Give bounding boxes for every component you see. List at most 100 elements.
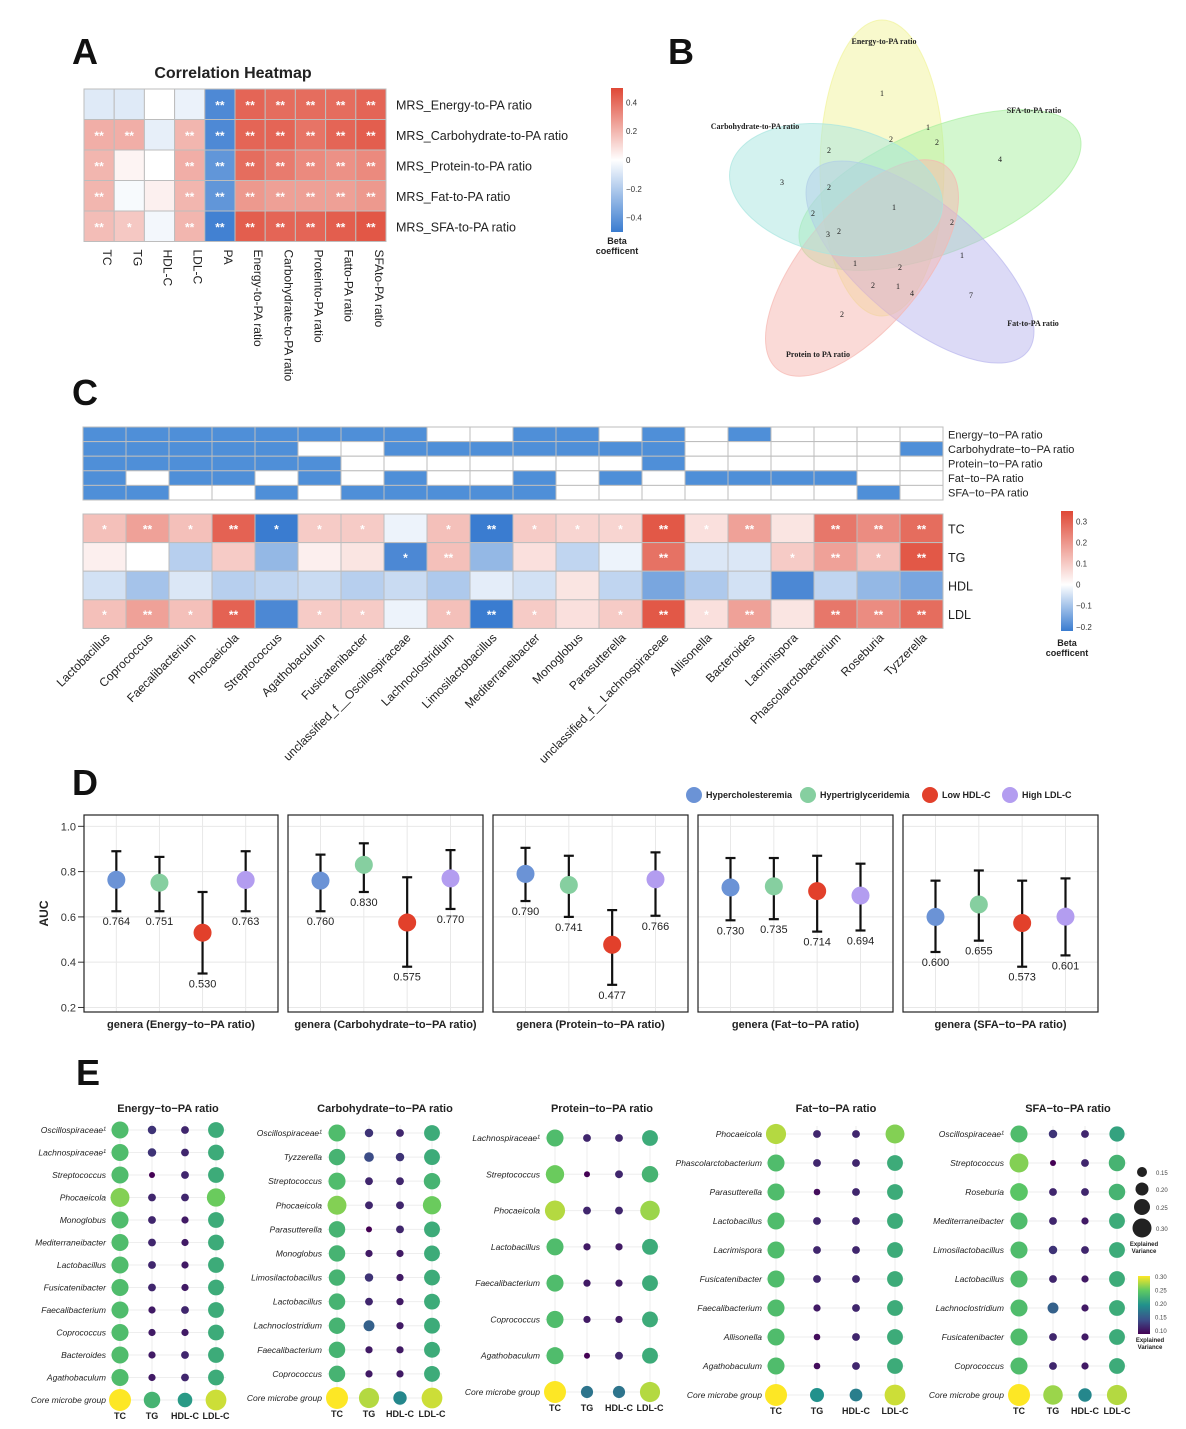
significance-mark: **: [336, 129, 346, 143]
membership-cell: [254, 470, 299, 486]
beta-cell: [899, 599, 944, 629]
venn-set-ellipse: [729, 122, 943, 258]
membership-cell: [82, 470, 127, 486]
beta-cell: [899, 570, 944, 601]
x-category-label: TC: [770, 1406, 782, 1416]
significance-mark: **: [745, 608, 755, 622]
heatmap-cell: [325, 149, 357, 181]
bubble: [328, 1172, 346, 1190]
auc-value-label: 0.694: [847, 935, 875, 947]
membership-cell: [125, 441, 170, 457]
membership-cell: [383, 484, 428, 501]
column-label: Fatto-PA ratio: [342, 250, 356, 323]
bubble: [1109, 1126, 1125, 1142]
beta-cell: [512, 542, 557, 572]
taxon-label: Core microbe group: [31, 1395, 106, 1405]
bubble: [326, 1387, 348, 1409]
membership-cell: [297, 441, 342, 457]
column-label: SFAto-PA ratio: [372, 250, 386, 328]
membership-cell: [383, 441, 428, 457]
membership-cell: [297, 470, 342, 486]
bubble: [396, 1249, 404, 1258]
beta-cell: [641, 513, 686, 544]
membership-row-label: Protein−to−PA ratio: [948, 459, 1043, 471]
taxon-label: Phascolarctobacterium: [676, 1158, 762, 1168]
beta-cell: [512, 599, 557, 629]
beta-row-label: TG: [948, 551, 965, 565]
bubble: [887, 1271, 903, 1287]
x-category-label: TG: [811, 1406, 824, 1416]
taxon-label: Streptococcus: [950, 1158, 1005, 1168]
bubble: [111, 1166, 129, 1184]
bubble: [111, 1143, 129, 1162]
taxon-label: Phocaeicola: [60, 1193, 107, 1203]
significance-mark: **: [245, 98, 255, 112]
membership-cell: [426, 426, 471, 443]
beta-cell: [555, 513, 600, 544]
venn-region-count: 2: [889, 135, 893, 144]
venn-set-label: Fat-to-PA ratio: [1007, 319, 1059, 328]
bubble: [148, 1193, 156, 1202]
membership-cell: [856, 441, 901, 457]
membership-cell: [297, 455, 342, 472]
membership-cell: [82, 484, 127, 501]
legend-swatch: [922, 787, 938, 803]
legend-swatch: [686, 787, 702, 803]
bubble: [887, 1184, 903, 1200]
membership-cell: [813, 470, 858, 486]
membership-cell: [641, 426, 686, 443]
color-legend-label: 0.10: [1155, 1329, 1167, 1335]
beta-cell: [168, 513, 213, 544]
bubble: [885, 1124, 905, 1144]
legend-tick: −0.1: [1076, 602, 1092, 611]
significance-mark: **: [306, 98, 316, 112]
bubble: [884, 1384, 906, 1406]
bubble: [852, 1130, 860, 1138]
facet-title: Fat−to−PA ratio: [796, 1103, 877, 1115]
bubble: [148, 1283, 156, 1292]
legend-swatch: [1002, 787, 1018, 803]
venn-region-count: 1: [892, 203, 896, 212]
column-label: PA: [221, 250, 235, 265]
heatmap-cell: [83, 88, 115, 120]
bubble: [640, 1200, 660, 1221]
bubble: [546, 1274, 564, 1292]
heatmap-cell: [204, 88, 236, 120]
bubble: [396, 1298, 404, 1306]
beta-cell: [684, 542, 729, 572]
bubble: [584, 1171, 590, 1178]
bubble: [849, 1388, 863, 1402]
x-category-label: LDL-C: [637, 1403, 664, 1413]
heatmap-cell: [113, 88, 145, 120]
beta-cell: [168, 542, 213, 572]
legend-label: Low HDL-C: [942, 790, 991, 800]
bubble: [1010, 1357, 1028, 1375]
venn-region-count: 1: [896, 282, 900, 291]
heatmap-cell: [355, 88, 387, 120]
membership-cell: [770, 470, 815, 486]
bubble: [365, 1177, 373, 1186]
beta-cell: [168, 570, 213, 601]
beta-row-label: TC: [948, 522, 965, 536]
bubble: [615, 1243, 623, 1251]
membership-cell: [598, 426, 643, 443]
taxon-label: Limosilactobacillus: [933, 1245, 1005, 1255]
taxon-label: Lactobacillus: [273, 1297, 323, 1307]
bubble: [396, 1370, 404, 1378]
significance-mark: **: [659, 608, 669, 622]
membership-row-label: Energy−to−PA ratio: [948, 429, 1043, 441]
membership-cell: [684, 470, 729, 486]
taxon-label: Faecalibacterium: [475, 1278, 540, 1288]
bubble: [424, 1341, 440, 1358]
bubble: [580, 1385, 594, 1399]
membership-cell: [297, 426, 342, 443]
significance-mark: **: [215, 98, 225, 112]
auc-facet: 0.730 0.735 0.714 0.694 genera (Fat−to−PA ra…: [697, 814, 894, 1031]
bubble: [767, 1212, 785, 1230]
bubble: [1048, 1129, 1058, 1139]
significance-mark: **: [215, 159, 225, 173]
bubble: [181, 1216, 189, 1224]
facet-title: Carbohydrate−to−PA ratio: [317, 1103, 453, 1115]
significance-mark: **: [143, 608, 153, 622]
membership-cell: [340, 426, 385, 443]
